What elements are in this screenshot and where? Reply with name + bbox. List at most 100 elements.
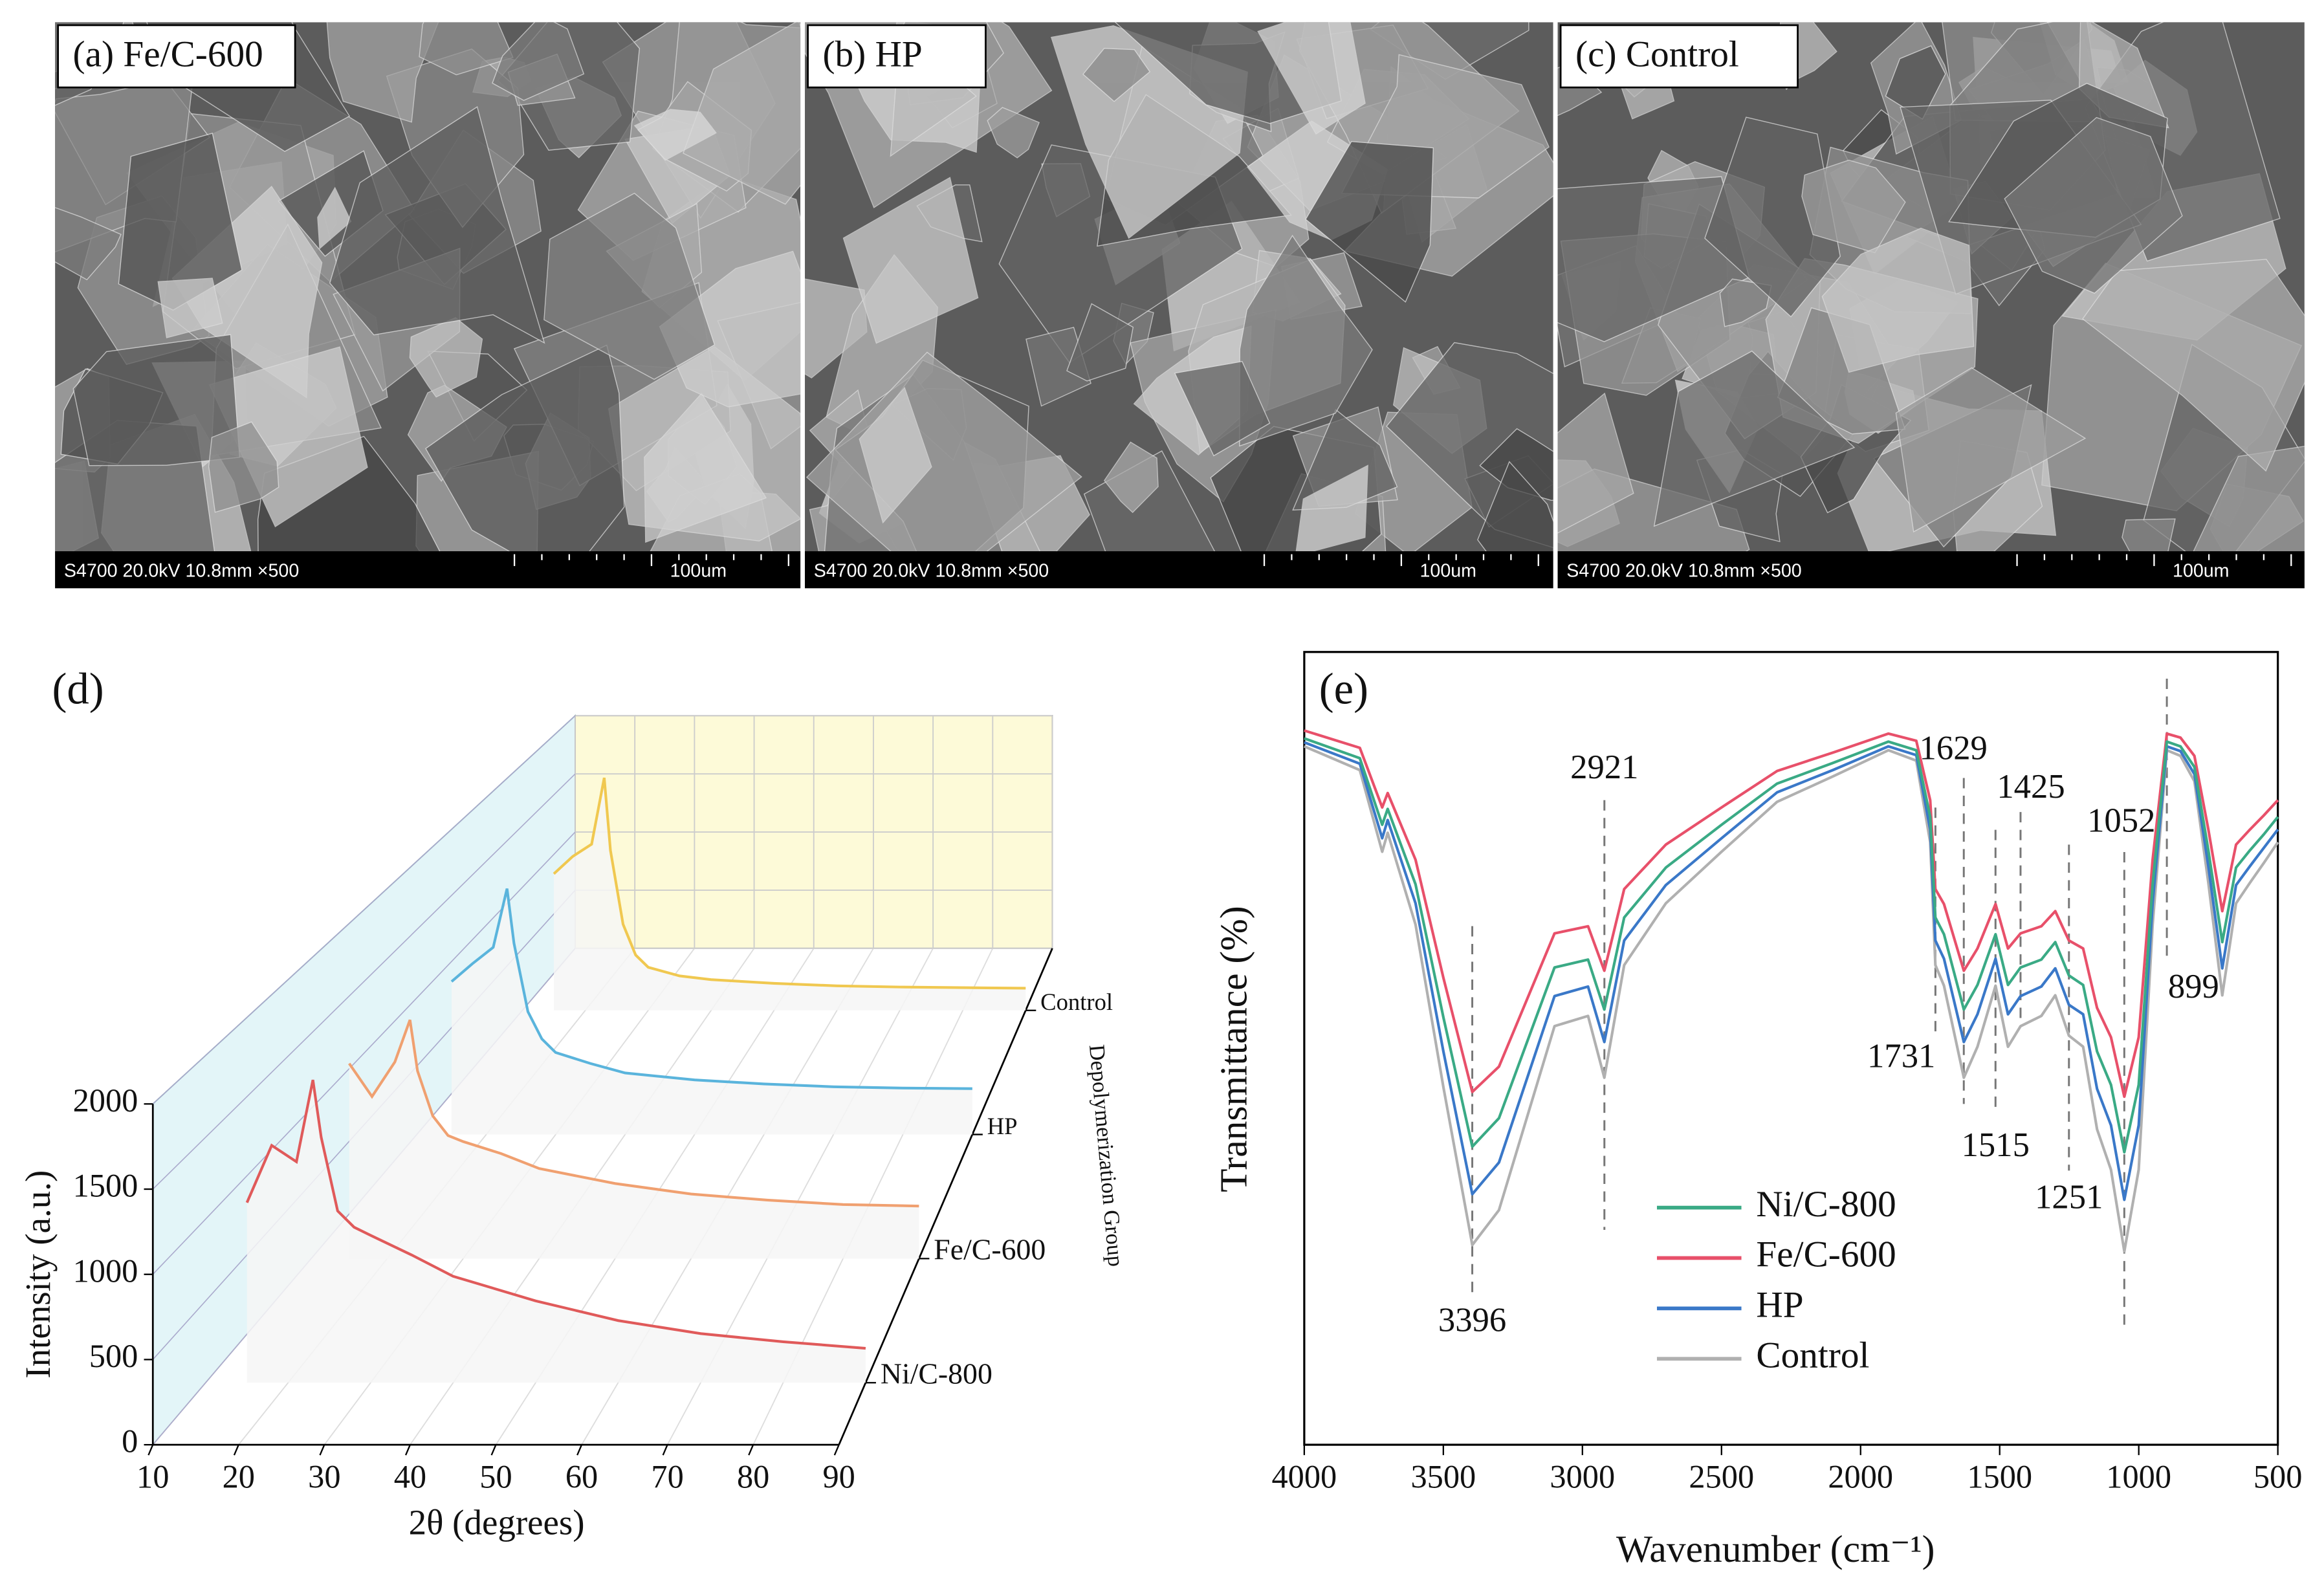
peak-label: 1251: [2035, 1178, 2103, 1216]
xrd-line: [553, 777, 1026, 990]
sem-image: [1557, 22, 2305, 552]
x-tick-label: 4000: [1272, 1459, 1337, 1495]
sem-flake: [492, 22, 585, 102]
x-tick-label: 70: [651, 1459, 683, 1495]
sem-flake: [987, 107, 1040, 159]
x-tick: [490, 1444, 497, 1456]
y-axis-title: Transmittance (%): [1212, 906, 1255, 1192]
xrd-line: [348, 1019, 919, 1208]
sem-flake: [633, 109, 717, 161]
x-tick-label: 1500: [1967, 1459, 2032, 1495]
label-box: [807, 24, 987, 89]
sem-flake: [1104, 441, 1159, 513]
x-tick-label: 10: [137, 1459, 169, 1495]
sem-image: [805, 22, 1553, 552]
x-tick: [576, 1444, 583, 1456]
y-tick-label: 1500: [73, 1168, 138, 1204]
sem-flake: [317, 186, 352, 250]
sem-flake: [1174, 360, 1271, 457]
sem-flake: [683, 22, 801, 205]
panel-label: (e): [1319, 664, 1368, 714]
sem-flake: [1477, 461, 1553, 552]
x-tick: [833, 1444, 840, 1456]
sem-image: [55, 22, 801, 552]
legend-label: HP: [1756, 1285, 1803, 1326]
sem-flake: [1295, 465, 1368, 552]
wall-grid-line: [152, 715, 576, 1104]
x-tick-label: 40: [394, 1459, 426, 1495]
sem-flake: [1082, 47, 1151, 102]
sem-flake: [326, 22, 439, 123]
curve-fill: [247, 1080, 866, 1383]
ftir-line: [1304, 729, 2279, 1099]
curve-fill: [349, 1020, 919, 1259]
sem-flake: [208, 421, 280, 513]
sem-flake: [1479, 428, 1553, 501]
label-box: [57, 24, 296, 89]
sem-flake: [859, 387, 932, 524]
y-tick-label: 0: [122, 1423, 138, 1460]
z-tick-label: HP: [987, 1113, 1018, 1139]
xrd-line: [450, 888, 972, 1090]
z-axis-title: Depolymerization Group: [1084, 1044, 1128, 1267]
sem-flake: [1653, 350, 1856, 527]
z-axis: [838, 948, 1053, 1445]
x-tick: [233, 1444, 239, 1456]
sem-scale: 100um: [1420, 561, 1476, 582]
sem-flake: [419, 22, 514, 76]
x-tick-label: 3000: [1550, 1459, 1615, 1495]
panel-label: (b) HP: [823, 34, 923, 74]
x-axis-title: 2θ (degrees): [409, 1503, 585, 1542]
sem-info: S4700 20.0kV 10.8mm ×500: [814, 561, 1049, 582]
sem-flake: [806, 351, 1082, 552]
peak-label: 3396: [1438, 1301, 1506, 1339]
sem-flake: [72, 334, 241, 466]
y-tick-label: 500: [89, 1338, 138, 1374]
sem-scale: 100um: [670, 561, 727, 582]
x-tick-label: 60: [565, 1459, 598, 1495]
peak-label: 1629: [1920, 729, 1988, 767]
x-tick: [148, 1444, 154, 1456]
panel-label: (c) Control: [1575, 34, 1739, 74]
legend-label: Ni/C-800: [1756, 1184, 1896, 1225]
peak-label: 1515: [1962, 1126, 2030, 1164]
x-tick-label: 2500: [1689, 1459, 1754, 1495]
sem-flake: [55, 207, 122, 281]
sem-flake: [1557, 392, 1634, 534]
curve-fill: [451, 888, 972, 1135]
sem-flake: [1305, 141, 1434, 303]
legend-label: Fe/C-600: [1756, 1234, 1896, 1275]
x-tick-label: 2000: [1828, 1459, 1893, 1495]
peak-label: 1731: [1867, 1038, 1935, 1075]
x-axis-title: Wavenumber (cm⁻¹): [1616, 1527, 1935, 1570]
sem-flake: [2121, 518, 2176, 552]
panel-label: (a) Fe/C-600: [73, 34, 263, 74]
sem-info: S4700 20.0kV 10.8mm ×500: [64, 561, 299, 582]
x-tick: [748, 1444, 754, 1456]
y-axis-title: Intensity (a.u.): [18, 1170, 58, 1379]
y-tick-label: 1000: [73, 1253, 138, 1289]
label-box: [1559, 24, 1799, 89]
sem-flake: [842, 177, 979, 344]
sem-flake: [1895, 367, 2087, 533]
sem-flake: [409, 317, 483, 398]
x-tick-label: 3500: [1410, 1459, 1476, 1495]
info-bar: [1557, 551, 2305, 589]
sem-flake: [2193, 446, 2305, 552]
z-tick-label: Ni/C-800: [881, 1357, 992, 1390]
x-tick-label: 50: [479, 1459, 512, 1495]
sem-flake: [644, 392, 767, 543]
sem-flake: [1257, 22, 1366, 135]
x-tick-label: 500: [2253, 1459, 2303, 1495]
x-tick-label: 90: [823, 1459, 855, 1495]
peak-label: 899: [2168, 968, 2219, 1005]
xrd-line: [245, 1079, 866, 1350]
ftir-line: [1304, 741, 2279, 1201]
x-tick-label: 80: [737, 1459, 769, 1495]
sem-info: S4700 20.0kV 10.8mm ×500: [1566, 561, 1801, 582]
wall-grid-line: [152, 773, 576, 1190]
sem-flake: [1821, 227, 1975, 373]
sem-flake: [2082, 259, 2305, 472]
